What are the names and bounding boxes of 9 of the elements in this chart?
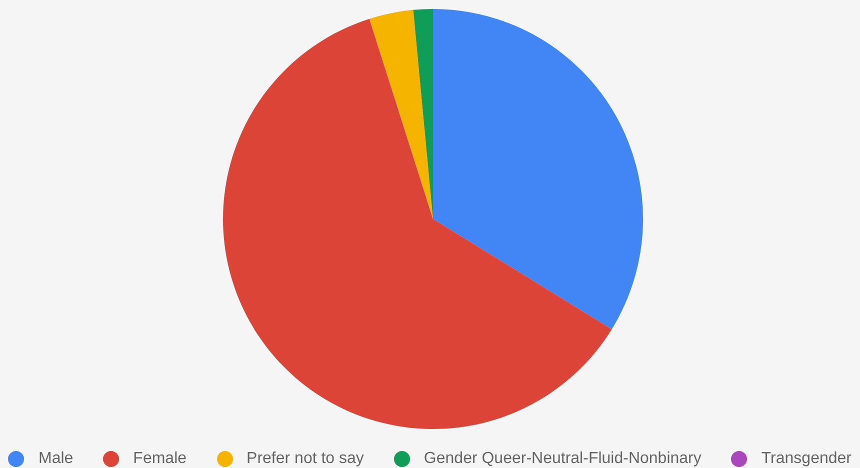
legend-label: Male bbox=[38, 450, 74, 468]
pie-slice bbox=[369, 10, 433, 219]
pie-slice bbox=[413, 9, 433, 219]
pie-slice bbox=[433, 9, 643, 330]
pie-slice bbox=[223, 18, 612, 429]
legend-label: Transgender bbox=[761, 450, 852, 468]
legend-label: Female bbox=[133, 450, 187, 468]
legend-label: Gender Queer-Neutral-Fluid-Nonbinary bbox=[424, 450, 702, 468]
legend-label: Prefer not to say bbox=[246, 450, 364, 468]
